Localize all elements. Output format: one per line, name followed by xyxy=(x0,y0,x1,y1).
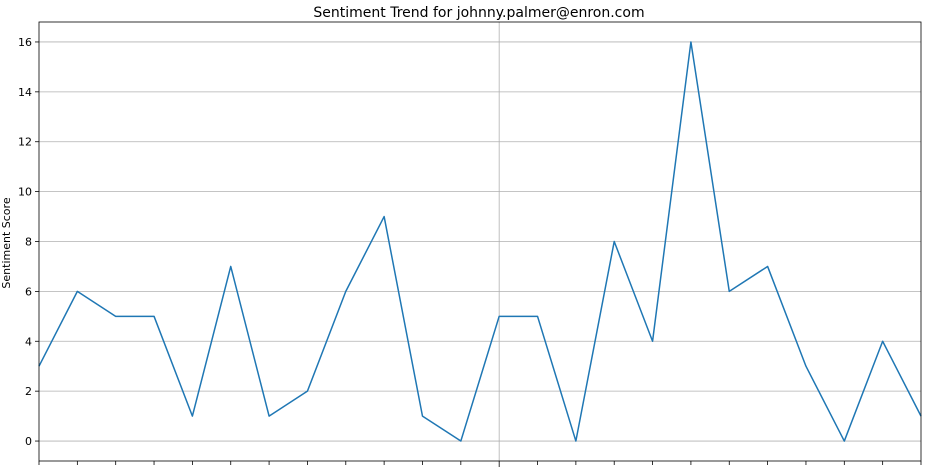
chart-title: Sentiment Trend for johnny.palmer@enron.… xyxy=(313,5,644,21)
y-axis-label: Sentiment Score xyxy=(0,197,13,288)
grid-lines xyxy=(39,22,921,461)
y-tick-label: 14 xyxy=(18,86,32,99)
y-tick-label: 6 xyxy=(25,285,32,298)
axes: 0 2 4 6 8 10 12 14 16 xyxy=(18,21,922,467)
y-tick-label: 4 xyxy=(25,335,32,348)
sentiment-series-line xyxy=(38,41,922,442)
y-tick-label: 10 xyxy=(18,186,32,199)
plot-frame xyxy=(38,21,922,462)
y-tick-label: 0 xyxy=(25,435,32,448)
y-tick-label: 2 xyxy=(25,385,32,398)
y-tick-label: 8 xyxy=(25,236,32,249)
y-tick-label: 12 xyxy=(18,136,32,149)
y-tick-label: 16 xyxy=(18,36,32,49)
